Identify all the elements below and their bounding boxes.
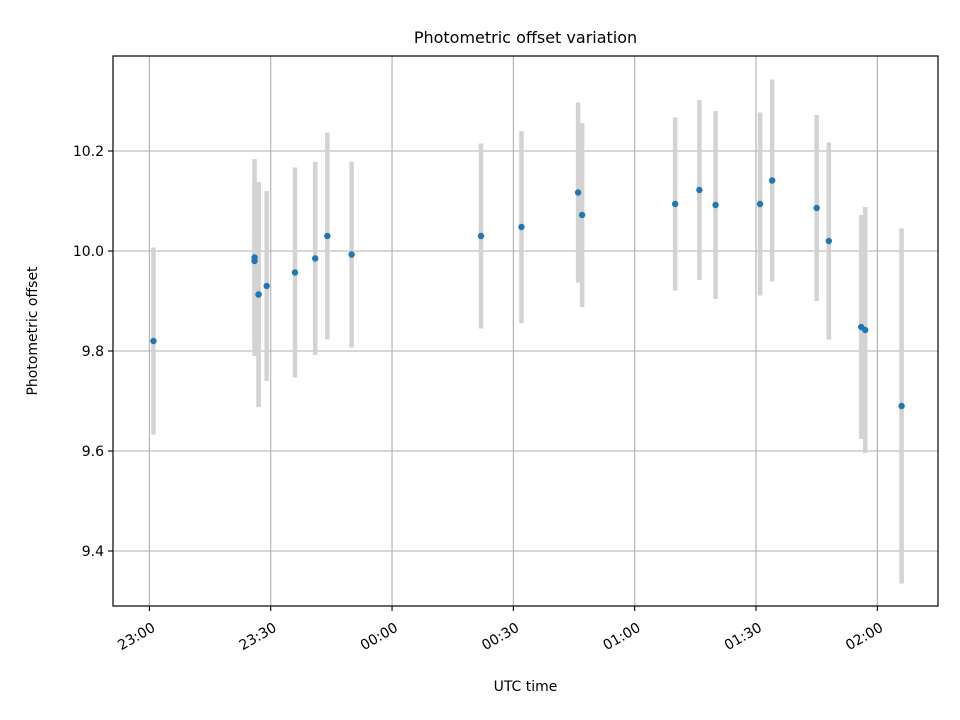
x-axis-label: UTC time (494, 679, 558, 695)
data-point (150, 337, 157, 345)
y-tick-label: 10.0 (73, 244, 104, 260)
data-point (263, 282, 270, 290)
y-tick-label: 9.4 (82, 544, 104, 560)
data-point (574, 189, 582, 196)
y-tick-label: 9.8 (82, 344, 104, 360)
data-point (578, 211, 586, 219)
gridlines (113, 56, 938, 606)
data-point (696, 186, 703, 194)
plot-area-frame (112, 55, 939, 607)
data-point (324, 232, 331, 240)
data-point (712, 201, 719, 209)
data-point (756, 200, 764, 208)
y-tick-label: 9.6 (82, 444, 104, 460)
data-point (813, 204, 820, 212)
data-points (150, 177, 905, 410)
chart-title: Photometric offset variation (414, 28, 637, 47)
y-tick-label: 10.2 (73, 144, 104, 160)
data-point (825, 237, 833, 245)
data-point (898, 402, 905, 410)
data-point (251, 257, 258, 265)
data-point (348, 251, 355, 258)
data-point (671, 200, 679, 208)
data-point (291, 269, 299, 276)
data-point (312, 255, 319, 262)
data-point (518, 223, 525, 231)
plot-area-background (113, 56, 938, 606)
y-axis-label: Photometric offset (25, 266, 41, 396)
data-point (255, 291, 262, 298)
data-point (477, 232, 485, 240)
data-point (862, 326, 869, 334)
data-point (768, 177, 776, 184)
